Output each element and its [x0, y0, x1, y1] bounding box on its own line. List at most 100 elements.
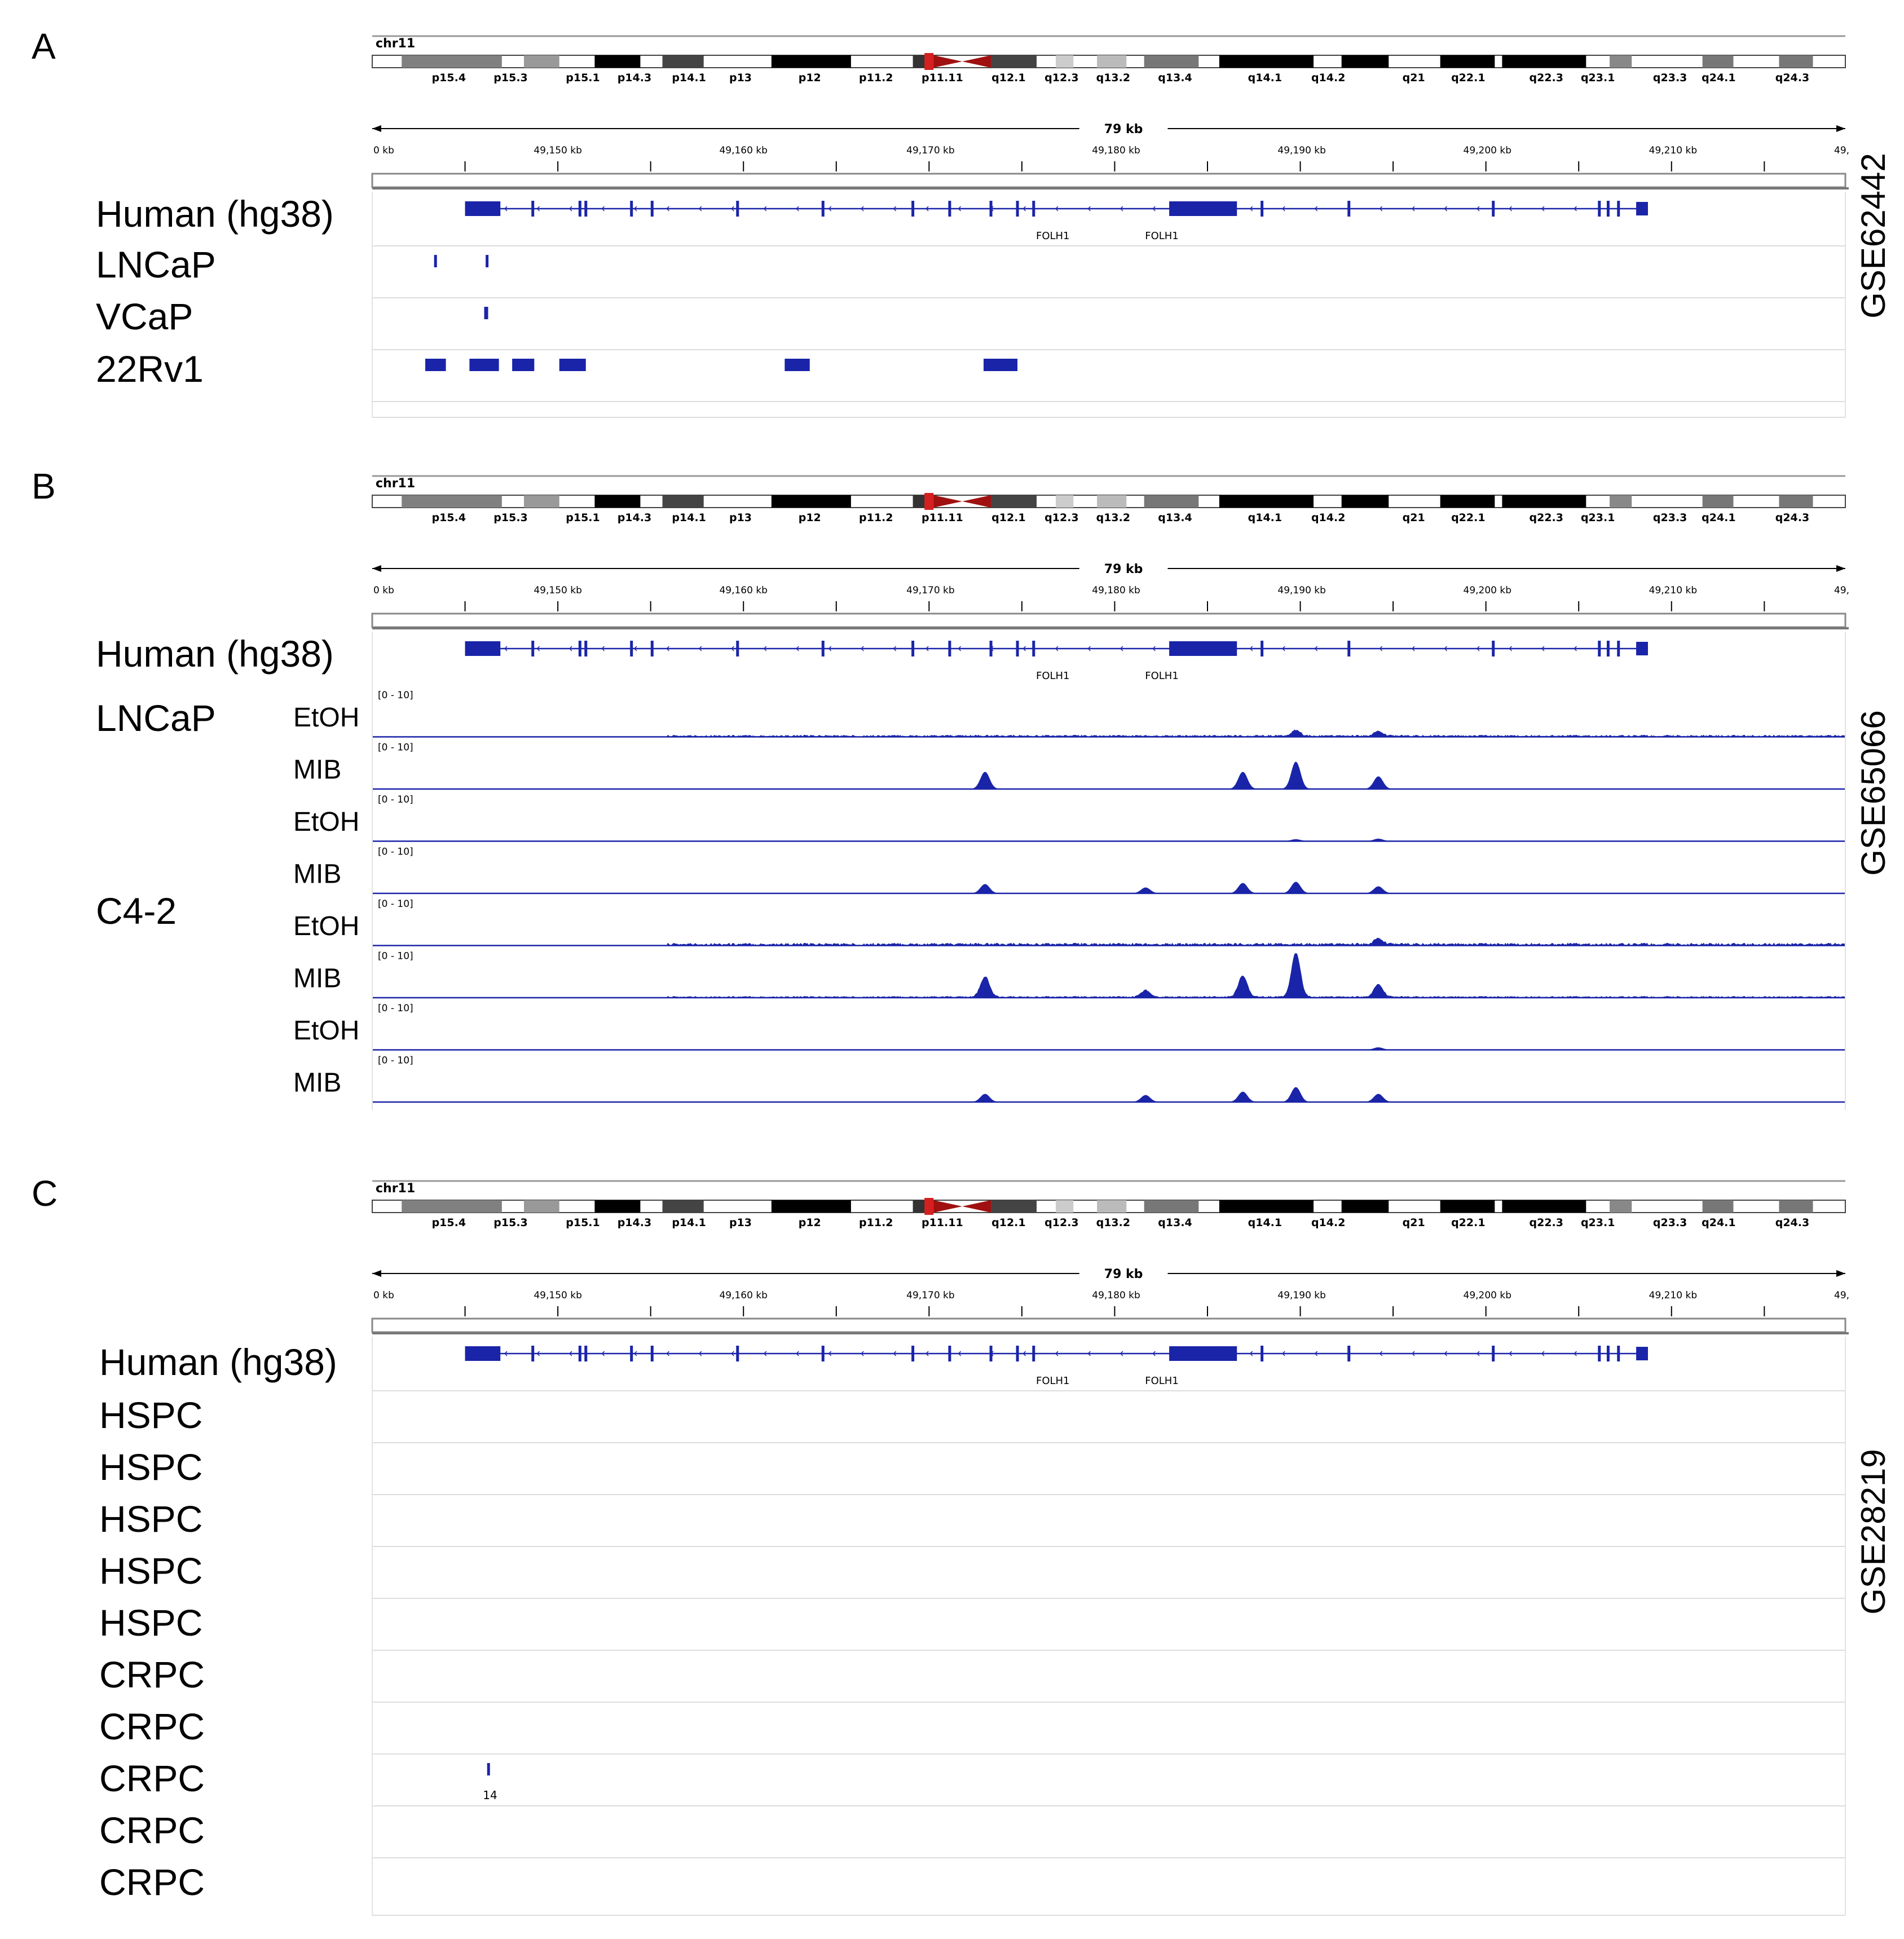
band-label: q24.3 [1775, 72, 1809, 84]
band-label: q14.2 [1311, 72, 1345, 84]
ruler-frame [371, 612, 1846, 628]
gene-exon [1606, 641, 1610, 656]
ruler-tick-label: 49,170 kb [906, 585, 955, 596]
track-label: EtOH [293, 807, 359, 837]
band-label: p11.2 [859, 72, 893, 84]
band-label: q13.4 [1158, 512, 1192, 524]
band-label: p14.1 [672, 1217, 706, 1229]
arrow-left [372, 565, 381, 572]
strand-arrow [1087, 206, 1091, 211]
arrow-left [372, 125, 381, 132]
ruler-end-label: 49, [1834, 1290, 1849, 1301]
gene-exon [1606, 1346, 1610, 1361]
strand-arrow [1476, 206, 1480, 211]
band-label: p11.11 [922, 512, 963, 524]
ideogram-band [594, 1200, 641, 1213]
gene-exon-block [465, 1346, 501, 1361]
strand-arrow [601, 646, 605, 651]
band-label: q12.3 [1044, 72, 1078, 84]
strand-arrow [1087, 646, 1091, 651]
feature-label: 14 [483, 1788, 497, 1802]
ruler-start-label: 0 kb [373, 1290, 394, 1301]
ideogram-band [524, 1200, 559, 1213]
gene-exon [584, 201, 588, 217]
group-label: C4-2 [96, 890, 177, 932]
ideogram-band [1341, 55, 1389, 68]
band-label: q23.1 [1581, 1217, 1615, 1229]
strand-arrow [1347, 1351, 1350, 1356]
signal-track [372, 937, 1846, 946]
band-label: q23.3 [1653, 72, 1687, 84]
gene-exon [1598, 201, 1601, 217]
chromosome-name: chr11 [376, 477, 415, 491]
ideogram-band [1341, 495, 1389, 508]
gene-exon [821, 201, 825, 217]
strand-arrow [633, 646, 637, 651]
strand-arrow [893, 1351, 897, 1356]
band-label: q24.3 [1775, 1217, 1809, 1229]
strand-arrow [1314, 646, 1318, 651]
strand-arrow [796, 1351, 799, 1356]
ruler-tick-label: 49,160 kb [719, 145, 768, 156]
band-label: q12.3 [1044, 512, 1078, 524]
scale-label: [0 - 10] [378, 847, 413, 858]
gene-exon [630, 641, 633, 656]
panel-letter: C [32, 1173, 58, 1214]
band-label: p12 [799, 512, 821, 524]
track-label: MIB [293, 1068, 341, 1098]
peak-block [469, 359, 499, 371]
signal-track [372, 953, 1846, 998]
band-label: p15.4 [432, 1217, 466, 1229]
gene-exon-block [465, 641, 501, 656]
band-label: q23.1 [1581, 72, 1615, 84]
track-label: HSPC [99, 1394, 202, 1436]
gene-exon-block [465, 201, 501, 216]
group-label: LNCaP [96, 697, 216, 739]
gene-exon [578, 641, 581, 656]
ruler-tick-label: 49,150 kb [534, 585, 582, 596]
centromere-left [933, 55, 963, 68]
band-label: p14.3 [618, 1217, 651, 1229]
peak-block [983, 359, 1018, 371]
ruler-tick-label: 49,160 kb [719, 585, 768, 596]
track-label: CRPC [99, 1861, 205, 1903]
gene-exon [1260, 641, 1264, 656]
band-label: p11.11 [922, 1217, 963, 1229]
strand-arrow [666, 206, 669, 211]
gene-exon [1032, 641, 1035, 656]
gene-exon [1347, 201, 1351, 217]
scale-label: [0 - 10] [378, 742, 413, 753]
peak-block [425, 359, 446, 371]
strand-arrow [925, 206, 929, 211]
band-label: p13 [729, 72, 752, 84]
arrow-right [1836, 565, 1845, 572]
ideogram-band [1097, 55, 1127, 68]
strand-arrow [504, 1351, 508, 1356]
gene-exon [1032, 201, 1035, 217]
strand-arrow [1412, 206, 1415, 211]
strand-arrow [1541, 206, 1545, 211]
ruler-end-label: 49, [1834, 585, 1849, 596]
ideogram-band [1097, 1200, 1127, 1213]
strand-arrow [1217, 206, 1220, 211]
ideogram-band [1779, 495, 1813, 508]
strand-arrow [1282, 646, 1285, 651]
gene-exon [1016, 641, 1019, 656]
signal-track [372, 882, 1845, 894]
track-label: HSPC [99, 1550, 202, 1592]
gene-exon [911, 201, 915, 217]
ideogram-band [771, 495, 851, 508]
strand-arrow [536, 646, 540, 651]
gene-exon [1617, 201, 1620, 217]
band-label: q24.1 [1702, 1217, 1735, 1229]
band-label: p15.4 [432, 512, 466, 524]
band-label: p13 [729, 1217, 752, 1229]
ruler-start-label: 0 kb [373, 585, 394, 596]
current-region-marker [924, 493, 934, 510]
span-label: 79 kb [1104, 562, 1143, 576]
band-label: p11.2 [859, 512, 893, 524]
strand-arrow [1022, 646, 1026, 651]
scale-label: [0 - 10] [378, 1055, 413, 1067]
current-region-marker [924, 1198, 934, 1215]
gene-exon [584, 1346, 588, 1361]
